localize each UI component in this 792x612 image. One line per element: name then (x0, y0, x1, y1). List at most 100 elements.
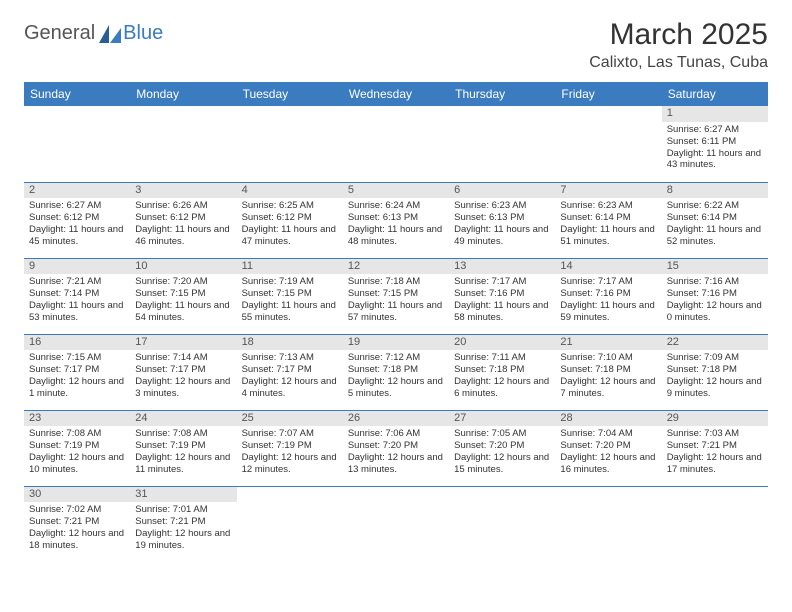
day-number: 7 (555, 183, 661, 199)
sunset-text: Sunset: 6:14 PM (560, 212, 656, 224)
sunset-text: Sunset: 7:16 PM (667, 288, 763, 300)
day-number: 28 (555, 411, 661, 427)
sunrise-text: Sunrise: 7:10 AM (560, 352, 656, 364)
sunrise-text: Sunrise: 7:05 AM (454, 428, 550, 440)
day-number: 5 (343, 183, 449, 199)
calendar-cell (343, 486, 449, 562)
calendar-cell: 8Sunrise: 6:22 AMSunset: 6:14 PMDaylight… (662, 182, 768, 258)
sunset-text: Sunset: 7:18 PM (348, 364, 444, 376)
daylight-text: Daylight: 11 hours and 46 minutes. (135, 224, 231, 248)
daylight-text: Daylight: 12 hours and 0 minutes. (667, 300, 763, 324)
day-number: 11 (237, 259, 343, 275)
calendar-cell: 22Sunrise: 7:09 AMSunset: 7:18 PMDayligh… (662, 334, 768, 410)
day-number: 21 (555, 335, 661, 351)
day-number: 8 (662, 183, 768, 199)
day-info: Sunrise: 7:03 AMSunset: 7:21 PMDaylight:… (662, 426, 768, 480)
sunrise-text: Sunrise: 7:19 AM (242, 276, 338, 288)
day-number: 4 (237, 183, 343, 199)
logo-text-blue: Blue (123, 22, 163, 45)
sunrise-text: Sunrise: 6:23 AM (454, 200, 550, 212)
sunset-text: Sunset: 7:16 PM (560, 288, 656, 300)
daylight-text: Daylight: 12 hours and 17 minutes. (667, 452, 763, 476)
day-number: 14 (555, 259, 661, 275)
day-info: Sunrise: 7:13 AMSunset: 7:17 PMDaylight:… (237, 350, 343, 404)
weekday-header: Tuesday (237, 82, 343, 106)
sunrise-text: Sunrise: 7:06 AM (348, 428, 444, 440)
sunrise-text: Sunrise: 6:27 AM (29, 200, 125, 212)
calendar-cell: 31Sunrise: 7:01 AMSunset: 7:21 PMDayligh… (130, 486, 236, 562)
day-info: Sunrise: 7:10 AMSunset: 7:18 PMDaylight:… (555, 350, 661, 404)
calendar-cell: 24Sunrise: 7:08 AMSunset: 7:19 PMDayligh… (130, 410, 236, 486)
day-info: Sunrise: 6:23 AMSunset: 6:14 PMDaylight:… (555, 198, 661, 252)
day-info: Sunrise: 6:25 AMSunset: 6:12 PMDaylight:… (237, 198, 343, 252)
daylight-text: Daylight: 12 hours and 5 minutes. (348, 376, 444, 400)
day-number: 16 (24, 335, 130, 351)
sunset-text: Sunset: 7:20 PM (348, 440, 444, 452)
daylight-text: Daylight: 11 hours and 48 minutes. (348, 224, 444, 248)
weekday-header: Monday (130, 82, 236, 106)
day-info: Sunrise: 6:22 AMSunset: 6:14 PMDaylight:… (662, 198, 768, 252)
day-number: 10 (130, 259, 236, 275)
daylight-text: Daylight: 11 hours and 47 minutes. (242, 224, 338, 248)
day-number: 1 (662, 106, 768, 122)
daylight-text: Daylight: 12 hours and 13 minutes. (348, 452, 444, 476)
day-info: Sunrise: 6:27 AMSunset: 6:11 PMDaylight:… (662, 122, 768, 176)
sunset-text: Sunset: 7:18 PM (454, 364, 550, 376)
day-info: Sunrise: 7:15 AMSunset: 7:17 PMDaylight:… (24, 350, 130, 404)
logo-sail-icon (99, 25, 121, 43)
day-info: Sunrise: 7:04 AMSunset: 7:20 PMDaylight:… (555, 426, 661, 480)
calendar-cell: 26Sunrise: 7:06 AMSunset: 7:20 PMDayligh… (343, 410, 449, 486)
sunset-text: Sunset: 7:14 PM (29, 288, 125, 300)
weekday-header: Thursday (449, 82, 555, 106)
day-number: 29 (662, 411, 768, 427)
day-info: Sunrise: 7:08 AMSunset: 7:19 PMDaylight:… (24, 426, 130, 480)
day-number: 27 (449, 411, 555, 427)
sunset-text: Sunset: 7:17 PM (135, 364, 231, 376)
sunrise-text: Sunrise: 7:08 AM (135, 428, 231, 440)
sunrise-text: Sunrise: 7:17 AM (560, 276, 656, 288)
daylight-text: Daylight: 11 hours and 43 minutes. (667, 148, 763, 172)
calendar-cell (237, 106, 343, 182)
daylight-text: Daylight: 12 hours and 3 minutes. (135, 376, 231, 400)
calendar-cell: 20Sunrise: 7:11 AMSunset: 7:18 PMDayligh… (449, 334, 555, 410)
day-number: 12 (343, 259, 449, 275)
calendar-cell: 2Sunrise: 6:27 AMSunset: 6:12 PMDaylight… (24, 182, 130, 258)
sunset-text: Sunset: 6:14 PM (667, 212, 763, 224)
sunset-text: Sunset: 7:15 PM (242, 288, 338, 300)
daylight-text: Daylight: 12 hours and 6 minutes. (454, 376, 550, 400)
calendar-cell: 14Sunrise: 7:17 AMSunset: 7:16 PMDayligh… (555, 258, 661, 334)
day-info: Sunrise: 7:19 AMSunset: 7:15 PMDaylight:… (237, 274, 343, 328)
daylight-text: Daylight: 12 hours and 11 minutes. (135, 452, 231, 476)
sunset-text: Sunset: 7:19 PM (135, 440, 231, 452)
calendar-row: 2Sunrise: 6:27 AMSunset: 6:12 PMDaylight… (24, 182, 768, 258)
day-info: Sunrise: 7:07 AMSunset: 7:19 PMDaylight:… (237, 426, 343, 480)
sunrise-text: Sunrise: 7:02 AM (29, 504, 125, 516)
calendar-cell (662, 486, 768, 562)
sunrise-text: Sunrise: 7:03 AM (667, 428, 763, 440)
weekday-header: Wednesday (343, 82, 449, 106)
daylight-text: Daylight: 12 hours and 1 minute. (29, 376, 125, 400)
day-number: 31 (130, 487, 236, 503)
calendar-cell: 29Sunrise: 7:03 AMSunset: 7:21 PMDayligh… (662, 410, 768, 486)
sunrise-text: Sunrise: 7:21 AM (29, 276, 125, 288)
calendar-cell (555, 486, 661, 562)
sunset-text: Sunset: 7:19 PM (29, 440, 125, 452)
sunset-text: Sunset: 7:21 PM (667, 440, 763, 452)
sunset-text: Sunset: 7:21 PM (29, 516, 125, 528)
calendar-cell: 10Sunrise: 7:20 AMSunset: 7:15 PMDayligh… (130, 258, 236, 334)
calendar-row: 1Sunrise: 6:27 AMSunset: 6:11 PMDaylight… (24, 106, 768, 182)
daylight-text: Daylight: 11 hours and 57 minutes. (348, 300, 444, 324)
daylight-text: Daylight: 11 hours and 52 minutes. (667, 224, 763, 248)
calendar-cell (449, 486, 555, 562)
calendar-cell: 19Sunrise: 7:12 AMSunset: 7:18 PMDayligh… (343, 334, 449, 410)
day-number: 26 (343, 411, 449, 427)
sunrise-text: Sunrise: 7:07 AM (242, 428, 338, 440)
header: General Blue March 2025 Calixto, Las Tun… (24, 18, 768, 72)
sunrise-text: Sunrise: 7:01 AM (135, 504, 231, 516)
calendar-body: 1Sunrise: 6:27 AMSunset: 6:11 PMDaylight… (24, 106, 768, 562)
page-title: March 2025 (589, 18, 768, 52)
location-text: Calixto, Las Tunas, Cuba (589, 54, 768, 72)
sunrise-text: Sunrise: 7:17 AM (454, 276, 550, 288)
sunset-text: Sunset: 7:18 PM (667, 364, 763, 376)
calendar-cell (343, 106, 449, 182)
